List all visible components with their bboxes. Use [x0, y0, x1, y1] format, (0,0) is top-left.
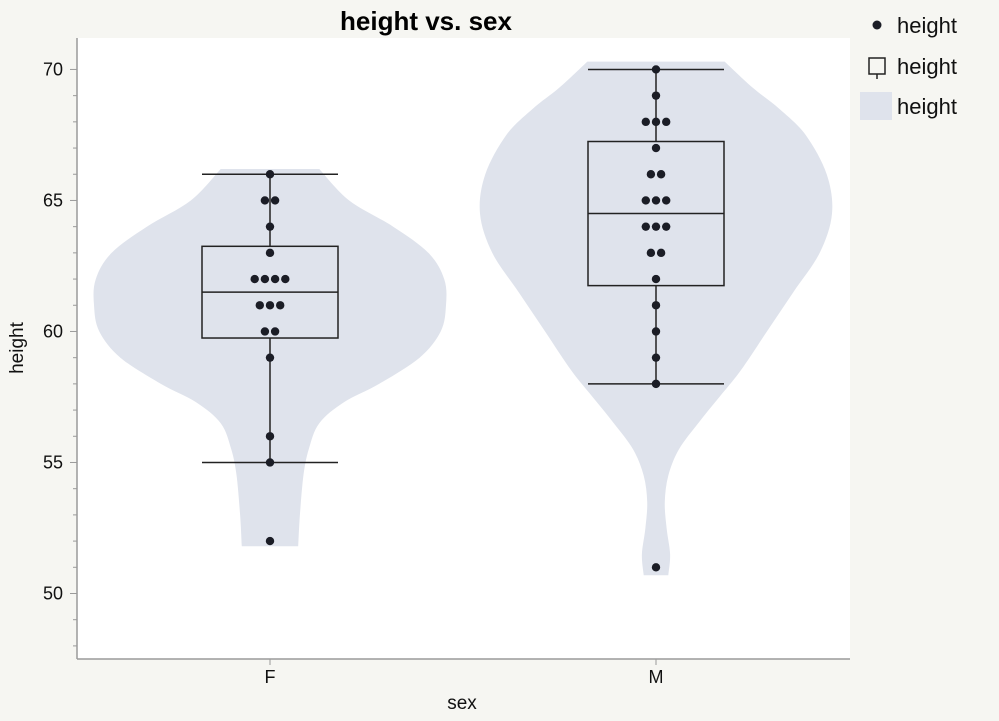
- legend-violin-icon: [860, 92, 892, 120]
- data-point-m: [651, 222, 661, 231]
- x-tick-label-f: F: [265, 667, 276, 687]
- legend-box-icon: [868, 57, 886, 75]
- data-point-m: [656, 248, 666, 258]
- data-point-m: [651, 301, 661, 310]
- data-point-f: [270, 196, 280, 205]
- data-point-f: [265, 222, 275, 231]
- legend-dot-icon: [872, 20, 882, 30]
- data-point-f: [270, 274, 280, 284]
- legend: height height height: [860, 13, 957, 120]
- data-point-f: [265, 248, 275, 258]
- data-point-f: [265, 458, 275, 467]
- data-point-m: [656, 170, 666, 179]
- data-point-f: [265, 432, 275, 441]
- legend-label-box: height: [897, 54, 957, 79]
- data-point-m: [646, 248, 656, 258]
- data-point-f: [281, 274, 290, 284]
- data-point-m: [641, 196, 650, 205]
- data-point-f: [265, 536, 275, 546]
- data-point-m: [646, 170, 656, 179]
- axes-layer: [76, 38, 850, 660]
- y-axis-label: height: [7, 321, 28, 373]
- data-point-m: [651, 91, 661, 100]
- data-point-f: [265, 170, 275, 179]
- data-point-f: [250, 274, 259, 284]
- data-point-m: [662, 222, 671, 231]
- dots-layer: [250, 65, 671, 572]
- data-point-m: [641, 222, 650, 231]
- data-point-m: [651, 327, 661, 336]
- data-point-m: [651, 563, 661, 572]
- y-tick-label-65: 65: [43, 190, 63, 210]
- data-point-m: [651, 379, 661, 389]
- x-axis-label: sex: [447, 693, 477, 714]
- y-ticks: 50 55 60 65 70: [43, 59, 77, 647]
- data-point-m: [651, 117, 661, 127]
- y-tick-label-70: 70: [43, 59, 63, 79]
- y-tick-label-60: 60: [43, 321, 63, 341]
- data-point-f: [260, 327, 270, 336]
- x-tick-label-m: M: [649, 667, 664, 687]
- y-tick-label-50: 50: [43, 583, 63, 603]
- data-point-m: [651, 143, 661, 153]
- data-point-m: [662, 117, 671, 127]
- data-point-f: [265, 301, 275, 310]
- y-tick-label-55: 55: [43, 452, 63, 472]
- data-point-f: [276, 301, 285, 310]
- data-point-f: [265, 353, 275, 362]
- data-point-m: [662, 196, 671, 205]
- data-point-m: [651, 353, 661, 362]
- data-point-f: [255, 301, 264, 310]
- chart-title: height vs. sex: [340, 6, 512, 36]
- data-point-f: [260, 196, 270, 205]
- data-point-f: [260, 274, 270, 284]
- legend-label-dot: height: [897, 13, 957, 38]
- data-point-f: [270, 327, 280, 336]
- legend-label-violin: height: [897, 94, 957, 119]
- data-point-m: [651, 65, 661, 74]
- data-point-m: [651, 196, 661, 205]
- data-point-m: [651, 274, 661, 284]
- data-point-m: [641, 117, 650, 127]
